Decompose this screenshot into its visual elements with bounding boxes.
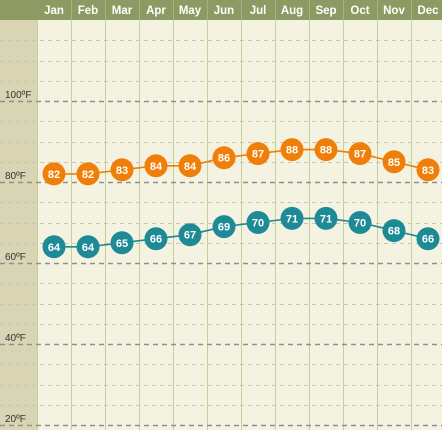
data-point-low bbox=[76, 235, 100, 259]
data-point-high bbox=[416, 158, 440, 182]
data-label-low: 71 bbox=[286, 213, 298, 225]
data-point-high bbox=[348, 142, 372, 166]
data-point-low bbox=[110, 231, 134, 255]
data-point-high bbox=[76, 162, 100, 186]
month-label: Oct bbox=[350, 5, 369, 17]
data-point-high bbox=[178, 154, 202, 178]
month-header-bar bbox=[0, 0, 442, 20]
data-point-high bbox=[110, 158, 134, 182]
data-label-low: 69 bbox=[218, 222, 230, 234]
data-label-low: 71 bbox=[320, 213, 332, 225]
y-tick-label: 100ºF bbox=[5, 90, 31, 101]
y-tick-labels: 100ºF 80ºF 60ºF 40ºF 20ºF bbox=[5, 90, 31, 425]
series-layer: 82 82 83 84 84 86 87 88 88 87 85 83 64 64 65 66 67 69 70 71… bbox=[42, 138, 440, 259]
month-label: Apr bbox=[146, 5, 166, 17]
month-label: Jul bbox=[250, 5, 267, 17]
month-label: Nov bbox=[383, 5, 405, 17]
month-label: Feb bbox=[78, 5, 98, 17]
data-point-low bbox=[246, 211, 270, 234]
data-label-high: 86 bbox=[218, 153, 230, 165]
data-label-high: 83 bbox=[116, 165, 128, 177]
horizontal-gridlines bbox=[0, 40, 442, 427]
data-point-low bbox=[212, 215, 236, 239]
data-point-low bbox=[178, 223, 202, 247]
data-point-high bbox=[382, 150, 406, 174]
data-label-low: 66 bbox=[422, 234, 434, 246]
y-tick-label: 40ºF bbox=[5, 333, 26, 344]
data-label-low: 70 bbox=[354, 218, 366, 230]
y-tick-label: 20ºF bbox=[5, 414, 26, 425]
data-point-low bbox=[280, 206, 304, 230]
month-label: Dec bbox=[417, 5, 439, 17]
data-label-high: 87 bbox=[252, 149, 264, 161]
data-point-low bbox=[416, 227, 440, 251]
data-label-high: 83 bbox=[422, 165, 434, 177]
data-point-low bbox=[382, 219, 406, 243]
data-point-low bbox=[144, 227, 168, 251]
data-point-low bbox=[348, 211, 372, 234]
y-tick-label: 80ºF bbox=[5, 171, 26, 182]
y-tick-label: 60ºF bbox=[5, 252, 26, 263]
data-label-high: 87 bbox=[354, 149, 366, 161]
data-point-low bbox=[314, 206, 338, 230]
data-label-low: 70 bbox=[252, 218, 264, 230]
data-label-high: 84 bbox=[184, 161, 197, 173]
data-label-low: 66 bbox=[150, 234, 162, 246]
series-high: 82 82 83 84 84 86 87 88 88 87 85 83 bbox=[42, 138, 440, 186]
month-label: May bbox=[179, 5, 202, 17]
data-label-high: 85 bbox=[388, 157, 400, 169]
data-label-high: 84 bbox=[150, 161, 163, 173]
y-axis-band bbox=[0, 20, 37, 430]
data-label-high: 88 bbox=[320, 145, 332, 157]
data-label-high: 82 bbox=[82, 169, 94, 181]
month-label: Jan bbox=[44, 5, 64, 17]
data-label-low: 68 bbox=[388, 226, 400, 238]
data-point-low bbox=[42, 235, 66, 259]
data-point-high bbox=[246, 142, 270, 166]
month-label: Aug bbox=[281, 5, 303, 17]
data-label-low: 64 bbox=[82, 242, 95, 254]
data-point-high bbox=[212, 146, 236, 170]
data-label-low: 67 bbox=[184, 230, 196, 242]
data-label-low: 65 bbox=[116, 238, 128, 250]
month-label: Mar bbox=[112, 5, 133, 17]
data-label-low: 64 bbox=[48, 242, 61, 254]
data-point-high bbox=[280, 138, 304, 162]
data-point-high bbox=[144, 154, 168, 178]
data-label-high: 88 bbox=[286, 145, 298, 157]
month-label: Sep bbox=[315, 5, 336, 17]
data-point-high bbox=[42, 162, 66, 186]
data-point-high bbox=[314, 138, 338, 162]
month-label: Jun bbox=[214, 5, 234, 17]
data-label-high: 82 bbox=[48, 169, 60, 181]
month-labels: Jan Feb Mar Apr May Jun Jul Aug Sep Oct Nov Dec bbox=[44, 5, 439, 17]
series-low: 64 64 65 66 67 69 70 71 71 70 68 66 bbox=[42, 206, 440, 259]
